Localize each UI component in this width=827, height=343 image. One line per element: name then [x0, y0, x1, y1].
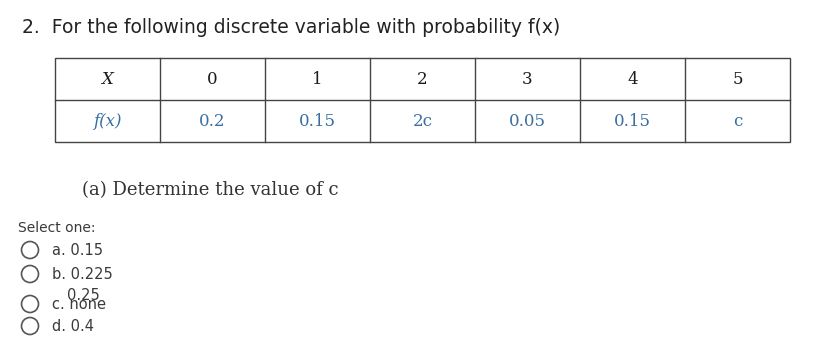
Text: 5: 5 [731, 71, 742, 87]
Text: X: X [102, 71, 113, 87]
Text: 4: 4 [626, 71, 637, 87]
Text: c: c [732, 113, 741, 130]
Text: 1: 1 [312, 71, 323, 87]
Text: f(x): f(x) [93, 113, 122, 130]
Text: 0.15: 0.15 [614, 113, 650, 130]
Text: 2.  For the following discrete variable with probability f(x): 2. For the following discrete variable w… [22, 18, 560, 37]
Text: 0.15: 0.15 [299, 113, 336, 130]
Text: 0: 0 [207, 71, 218, 87]
Text: c. none: c. none [52, 297, 106, 312]
Text: 2: 2 [417, 71, 428, 87]
Text: b. 0.225: b. 0.225 [52, 267, 112, 282]
Bar [55, 58, 789, 142]
Text: 3: 3 [522, 71, 532, 87]
Text: d. 0.4: d. 0.4 [52, 319, 94, 334]
Text: 0.2: 0.2 [199, 113, 226, 130]
Text: (a) Determine the value of c: (a) Determine the value of c [82, 181, 338, 199]
Text: Select one:: Select one: [18, 221, 95, 235]
Text: 2c: 2c [412, 113, 432, 130]
Text: 0.05: 0.05 [509, 113, 545, 130]
Text: a. 0.15: a. 0.15 [52, 243, 103, 258]
Text: 0.25: 0.25 [67, 288, 99, 303]
